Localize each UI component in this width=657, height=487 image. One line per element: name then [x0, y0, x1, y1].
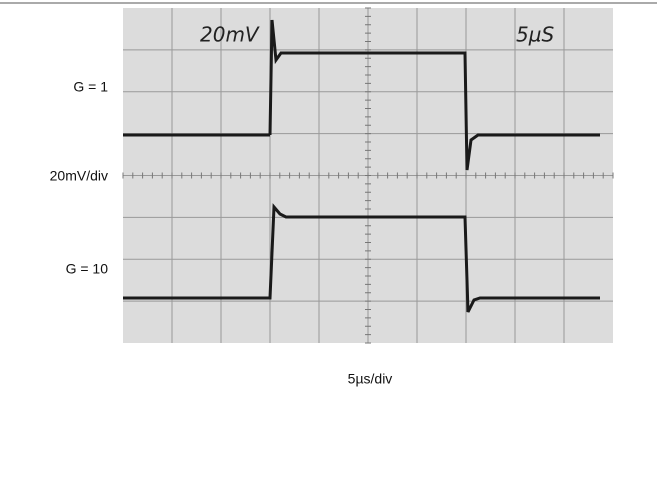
horizontal-scale-label: 5µs/div	[348, 371, 393, 387]
trace-g1	[123, 19, 600, 171]
time-setting: 5µS	[516, 23, 554, 47]
top-trace-label: G = 1	[73, 79, 108, 95]
volts-setting: 20mV	[200, 23, 260, 47]
trace-g10	[123, 203, 600, 313]
bottom-trace-label: G = 10	[66, 261, 109, 277]
vertical-scale-label: 20mV/div	[50, 168, 108, 184]
